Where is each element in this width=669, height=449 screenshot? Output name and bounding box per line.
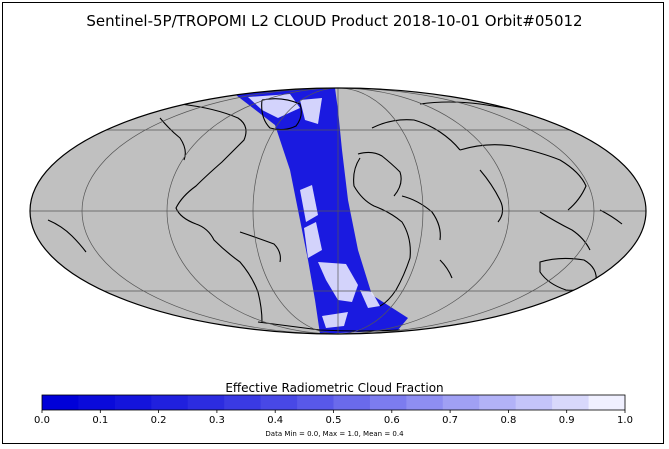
colorbar-segment: [78, 395, 116, 410]
colorbar-tick-label: 0.6: [384, 415, 400, 426]
colorbar-tick-label: 0.9: [559, 415, 575, 426]
colorbar-segments: [42, 395, 626, 410]
colorbar-segment: [187, 395, 225, 410]
colorbar-title: Effective Radiometric Cloud Fraction: [225, 381, 444, 395]
colorbar-segment: [442, 395, 480, 410]
colorbar-segment: [406, 395, 444, 410]
colorbar-tick-label: 1.0: [617, 415, 633, 426]
colorbar-tick-label: 0.3: [209, 415, 225, 426]
colorbar-tick-label: 0.2: [151, 415, 167, 426]
colorbar-segment: [479, 395, 517, 410]
data-stats: Data Min = 0.0, Max = 1.0, Mean = 0.4: [265, 430, 404, 438]
colorbar-segment: [333, 395, 371, 410]
colorbar-segment: [369, 395, 407, 410]
colorbar-segment: [297, 395, 334, 410]
colorbar-tick-label: 0.5: [326, 415, 342, 426]
colorbar-tick-label: 0.1: [92, 415, 108, 426]
colorbar-tick-label: 0.0: [34, 415, 50, 426]
colorbar-tick-label: 0.4: [267, 415, 283, 426]
colorbar-segment: [42, 395, 79, 410]
graticule: [30, 88, 646, 334]
colorbar-segment: [114, 395, 152, 410]
colorbar-segment: [515, 395, 553, 410]
colorbar-tick-label: 0.7: [442, 415, 458, 426]
colorbar-segment: [552, 395, 590, 410]
colorbar-segment: [151, 395, 189, 410]
map-content: [30, 88, 646, 334]
chart-title: Sentinel-5P/TROPOMI L2 CLOUD Product 201…: [86, 12, 583, 30]
globe-outline: [29, 87, 647, 335]
colorbar-tick-label: 0.8: [500, 415, 516, 426]
colorbar-segment: [588, 395, 626, 410]
colorbar-segment: [224, 395, 262, 410]
colorbar-segment: [260, 395, 298, 410]
colorbar-ticks: 0.0 0.1 0.2 0.3 0.4 0.5 0.6 0.7 0.8 0.9 1.0: [34, 410, 633, 426]
